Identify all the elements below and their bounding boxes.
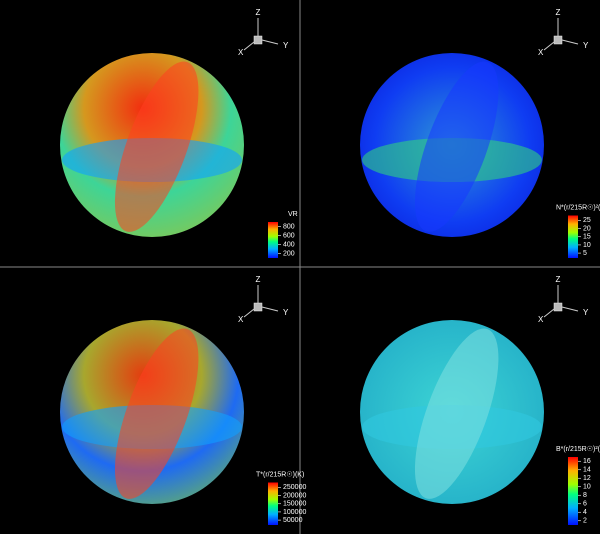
triad-axis — [243, 308, 255, 318]
triad-axis — [561, 39, 579, 45]
colorbar-tick-label: 200000 — [283, 492, 306, 499]
triad-label: Z — [256, 8, 261, 17]
colorbar-tick-label: 150000 — [283, 501, 306, 508]
colorbar-tick-label: 15 — [583, 234, 591, 241]
colorbar — [568, 215, 578, 258]
triad-cube — [553, 302, 563, 312]
colorbar-tick-label: 800 — [283, 223, 295, 230]
triad-axis — [243, 41, 255, 51]
triad-label: Z — [256, 275, 261, 284]
triad-axis — [261, 39, 279, 45]
colorbar — [268, 222, 278, 258]
colorbar-title: B*(r/215R☉)²(nT) — [556, 445, 600, 453]
colorbar-tick-label: 2 — [583, 518, 587, 525]
colorbar-title: N*(r/215R☉)²(cm⁻³) — [556, 203, 600, 211]
meridian-slice — [414, 61, 499, 232]
colorbar-tick-label: 25 — [583, 217, 591, 224]
triad-axis — [261, 306, 279, 312]
colorbar — [568, 457, 578, 525]
colorbar — [268, 482, 278, 525]
colorbar-tick-label: 50000 — [283, 517, 303, 524]
triad-cube — [253, 35, 263, 45]
colorbar-tick-label: 14 — [583, 467, 591, 474]
triad-cube — [553, 35, 563, 45]
colorbar-title: VR — [288, 211, 298, 218]
meridian-slice — [114, 61, 199, 232]
triad-label: Y — [583, 308, 589, 317]
triad-label: X — [238, 315, 244, 324]
colorbar-tick-label: 10 — [583, 484, 591, 491]
triad-label: Y — [583, 41, 589, 50]
colorbar-tick-label: 200 — [283, 250, 295, 257]
triad-label: X — [238, 48, 244, 57]
triad-label: Z — [556, 8, 561, 17]
colorbar-tick-label: 10 — [583, 242, 591, 249]
colorbar-tick-label: 16 — [583, 458, 591, 465]
colorbar-tick-label: 5 — [583, 250, 587, 257]
meridian-slice — [114, 328, 199, 499]
colorbar-tick-label: 8 — [583, 492, 587, 499]
colorbar-tick-label: 100000 — [283, 509, 306, 516]
triad-axis — [561, 306, 579, 312]
triad-label: Y — [283, 41, 289, 50]
colorbar-tick-label: 250000 — [283, 484, 306, 491]
triad-axis — [543, 41, 555, 51]
triad-label: X — [538, 48, 544, 57]
colorbar-tick-label: 4 — [583, 509, 587, 516]
triad-label: X — [538, 315, 544, 324]
colorbar-tick-label: 6 — [583, 501, 587, 508]
colorbar-tick-label: 20 — [583, 225, 591, 232]
colorbar-title: T*(r/215R☉)(K) — [256, 470, 304, 478]
colorbar-tick-label: 12 — [583, 475, 591, 482]
triad-axis — [543, 308, 555, 318]
colorbar-tick-label: 600 — [283, 232, 295, 239]
triad-label: Y — [283, 308, 289, 317]
colorbar-tick-label: 400 — [283, 241, 295, 248]
triad-label: Z — [556, 275, 561, 284]
meridian-slice — [414, 328, 499, 499]
triad-cube — [253, 302, 263, 312]
